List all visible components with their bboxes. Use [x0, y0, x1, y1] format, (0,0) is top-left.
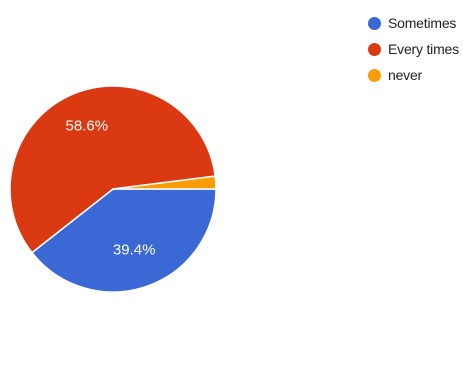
legend-item-sometimes: Sometimes: [368, 10, 460, 36]
legend-label: never: [388, 67, 423, 83]
legend-label: Every times: [388, 41, 459, 57]
pie-slice-every-times: [9, 85, 216, 254]
pie-slice-labels: 39.4% 58.6%: [66, 117, 156, 258]
slice-label-every-times: 58.6%: [66, 117, 109, 134]
legend-item-every-times: Every times: [368, 36, 460, 62]
slice-label-sometimes: 39.4%: [113, 241, 156, 258]
pie-slice-never: [112, 175, 217, 190]
pie-slice-sometimes: [31, 188, 217, 293]
legend-swatch-sometimes: [368, 16, 381, 30]
chart-legend: Sometimes Every times never: [368, 10, 460, 88]
legend-item-never: never: [368, 62, 460, 88]
legend-swatch-never: [368, 68, 381, 82]
legend-label: Sometimes: [388, 15, 457, 31]
pie-slices: [9, 85, 217, 293]
legend-swatch-every-times: [368, 42, 381, 56]
